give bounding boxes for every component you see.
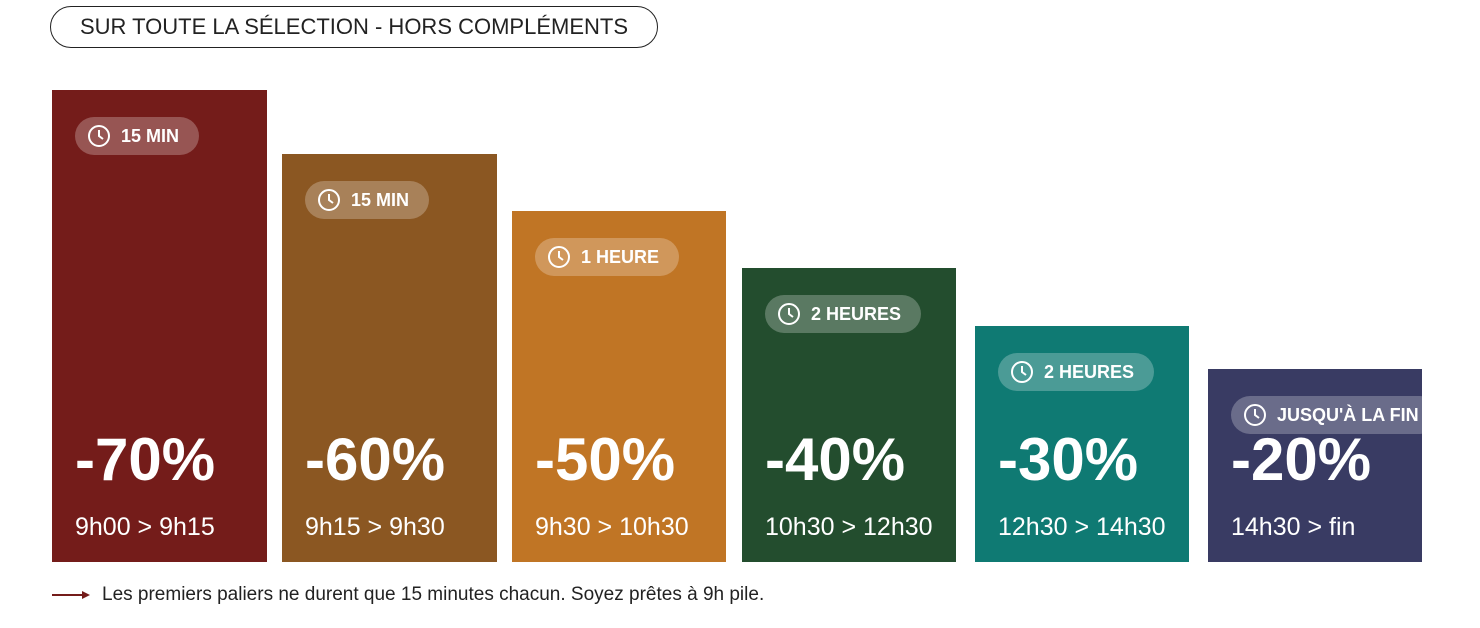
duration-badge: 15 MIN — [75, 117, 200, 155]
duration: 15 MIN — [351, 189, 410, 210]
duration-badge: 15 MIN — [305, 181, 430, 219]
tier-card: JUSQU'À LA FIN -20% 14h30 > fin — [1208, 369, 1439, 562]
discount: -20% — [1231, 426, 1372, 493]
clock-icon — [1244, 404, 1266, 426]
duration: 1 HEURE — [581, 246, 660, 267]
time-range: 14h30 > fin — [1231, 513, 1356, 541]
clock-icon — [548, 246, 570, 268]
clock-icon — [778, 303, 800, 325]
time-range: 9h00 > 9h15 — [75, 513, 215, 541]
tier-card: 15 MIN -60% 9h15 > 9h30 — [282, 154, 497, 562]
discount: -30% — [998, 426, 1139, 493]
discount: -60% — [305, 426, 446, 493]
duration-badge: 2 HEURES — [998, 353, 1155, 391]
duration: 2 HEURES — [1044, 361, 1135, 382]
duration-badge: 1 HEURE — [535, 238, 680, 276]
clock-icon — [318, 189, 340, 211]
tier-card: 1 HEURE -50% 9h30 > 10h30 — [512, 211, 726, 562]
duration: 15 MIN — [121, 125, 180, 146]
time-range: 9h30 > 10h30 — [535, 513, 689, 541]
note-row: Les premiers paliers ne durent que 15 mi… — [52, 584, 764, 606]
duration: JUSQU'À LA FIN — [1277, 404, 1419, 425]
time-range: 12h30 > 14h30 — [998, 513, 1166, 541]
clock-icon — [88, 125, 110, 147]
time-range: 10h30 > 12h30 — [765, 513, 933, 541]
discount: -40% — [765, 426, 906, 493]
duration-badge: JUSQU'À LA FIN — [1231, 396, 1439, 434]
duration: 2 HEURES — [811, 303, 902, 324]
discount: -70% — [75, 426, 216, 493]
title: SUR TOUTE LA SÉLECTION - HORS COMPLÉMENT… — [79, 14, 629, 39]
arrow — [52, 591, 90, 599]
clock-icon — [1011, 361, 1033, 383]
note: Les premiers paliers ne durent que 15 mi… — [102, 584, 765, 605]
duration-badge: 2 HEURES — [765, 295, 922, 333]
tier-card: 15 MIN -70% 9h00 > 9h15 — [52, 90, 267, 562]
tier-card: 2 HEURES -30% 12h30 > 14h30 — [975, 326, 1189, 562]
title-pill: SUR TOUTE LA SÉLECTION - HORS COMPLÉMENT… — [50, 6, 658, 48]
time-range: 9h15 > 9h30 — [305, 513, 445, 541]
discount: -50% — [535, 426, 676, 493]
tier-card: 2 HEURES -40% 10h30 > 12h30 — [742, 268, 956, 562]
